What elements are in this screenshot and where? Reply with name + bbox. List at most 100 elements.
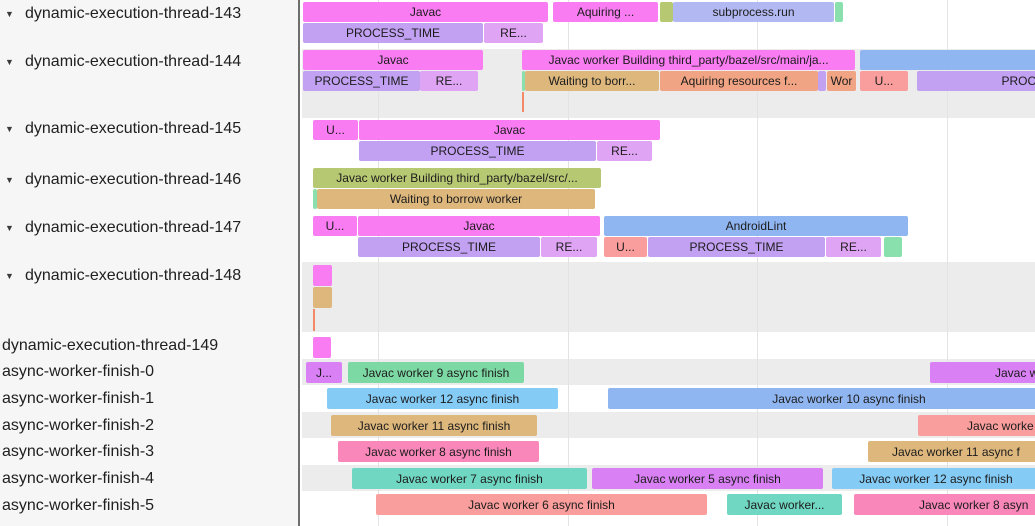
track-label: async-worker-finish-3 <box>2 443 155 460</box>
trace-slice-process-time[interactable]: PROCESS_TIME <box>358 237 540 257</box>
trace-slice-re[interactable]: RE... <box>541 237 597 257</box>
trace-slice-re[interactable]: RE... <box>597 141 652 161</box>
trace-slice-process-time[interactable]: PROCESS_TIME <box>648 237 825 257</box>
trace-slice[interactable] <box>313 189 317 209</box>
slice-label: Javac worker 9 async finish <box>362 365 510 380</box>
trace-slice[interactable] <box>818 71 826 91</box>
trace-slice-javac-worker-12-async-finish[interactable]: Javac worker 12 async finish <box>327 388 558 409</box>
track-label-row-async-worker-finish-2[interactable]: async-worker-finish-2 <box>0 415 298 437</box>
trace-slice-u[interactable]: U... <box>860 71 908 91</box>
trace-slice[interactable] <box>313 287 332 308</box>
slice-label: U... <box>326 123 345 137</box>
trace-slice-javac-worker-7-async-finish[interactable]: Javac worker 7 async finish <box>352 468 587 489</box>
slice-label: Javac worker 6 async finish <box>468 497 615 512</box>
track-label: dynamic-execution-thread-146 <box>25 171 242 188</box>
trace-slice-re[interactable]: RE... <box>420 71 478 91</box>
track-label: dynamic-execution-thread-148 <box>25 267 242 284</box>
track-label-row-async-worker-finish-5[interactable]: async-worker-finish-5 <box>0 495 298 517</box>
collapse-triangle-icon[interactable]: ▼ <box>5 124 14 134</box>
track-label: async-worker-finish-5 <box>2 497 155 514</box>
trace-slice-process-time[interactable]: PROCESS_TIME <box>917 71 1035 91</box>
trace-slice-javac-worker-10-async-finish[interactable]: Javac worker 10 async finish <box>608 388 1035 409</box>
trace-slice[interactable] <box>313 265 332 286</box>
track-label-row-async-worker-finish-4[interactable]: async-worker-finish-4 <box>0 468 298 490</box>
trace-slice-wor[interactable]: Wor <box>827 71 856 91</box>
track-label-row-dynamic-execution-thread-146[interactable]: ▼ dynamic-execution-thread-146 <box>0 169 298 191</box>
slice-label: Javac worker 7 async finish <box>396 471 543 486</box>
trace-slice-waiting-to-borr[interactable]: Waiting to borr... <box>525 71 659 91</box>
slice-label: PROCESS_TIME <box>1001 74 1035 88</box>
collapse-triangle-icon[interactable]: ▼ <box>5 9 14 19</box>
trace-slice[interactable] <box>835 2 843 22</box>
track-label-row-async-worker-finish-0[interactable]: async-worker-finish-0 <box>0 361 298 383</box>
track-label-row-dynamic-execution-thread-145[interactable]: ▼ dynamic-execution-thread-145 <box>0 118 298 140</box>
trace-slice-u[interactable]: U... <box>313 216 357 236</box>
trace-slice-androidlint[interactable]: AndroidLint <box>604 216 908 236</box>
time-gridline <box>757 0 758 526</box>
trace-slice-javac-worker-12-async-finish[interactable]: Javac worker 12 async finish <box>832 468 1035 489</box>
track-label-row-dynamic-execution-thread-149[interactable]: dynamic-execution-thread-149 <box>0 335 298 357</box>
trace-slice[interactable] <box>660 2 673 22</box>
trace-slice-javac-worker-building-third-party-bazel-src-main-ja[interactable]: Javac worker Building third_party/bazel/… <box>522 50 855 70</box>
trace-slice-re[interactable]: RE... <box>484 23 543 43</box>
trace-slice-javac-worker-9-async-finish[interactable]: Javac worker 9 async finish <box>348 362 524 383</box>
trace-slice-waiting-to-borrow-worker[interactable]: Waiting to borrow worker <box>317 189 595 209</box>
track-label: dynamic-execution-thread-144 <box>25 53 242 70</box>
slice-label: AndroidLint <box>725 219 787 233</box>
track-label: async-worker-finish-0 <box>2 363 155 380</box>
trace-slice-androidlint[interactable]: AndroidLint <box>860 50 1035 70</box>
instant-event-marker[interactable] <box>313 309 315 331</box>
trace-slice-aquiring[interactable]: Aquiring ... <box>553 2 658 22</box>
trace-slice-javac-w[interactable]: Javac w <box>930 362 1035 383</box>
collapse-triangle-icon[interactable]: ▼ <box>5 57 14 67</box>
trace-slice-process-time[interactable]: PROCESS_TIME <box>303 23 483 43</box>
trace-slice-process-time[interactable]: PROCESS_TIME <box>359 141 596 161</box>
trace-slice-j[interactable]: J... <box>306 362 342 383</box>
slice-label: RE... <box>500 26 527 40</box>
track-label: async-worker-finish-1 <box>2 390 155 407</box>
trace-slice-subprocess-run[interactable]: subprocess.run <box>673 2 834 22</box>
track-label-row-async-worker-finish-1[interactable]: async-worker-finish-1 <box>0 388 298 410</box>
trace-slice-javac-worker[interactable]: Javac worker... <box>727 494 842 515</box>
track-label-row-dynamic-execution-thread-147[interactable]: ▼ dynamic-execution-thread-147 <box>0 217 298 239</box>
track-label-row-dynamic-execution-thread-144[interactable]: ▼ dynamic-execution-thread-144 <box>0 51 298 73</box>
slice-label: U... <box>616 240 635 254</box>
trace-slice-javac-worker-6-async-finish[interactable]: Javac worker 6 async finish <box>376 494 707 515</box>
slice-label: Waiting to borrow worker <box>389 192 523 206</box>
trace-slice-javac-worke[interactable]: Javac worke <box>918 415 1035 436</box>
trace-slice-javac[interactable]: Javac <box>303 50 483 70</box>
trace-slice-aquiring-resources-f[interactable]: Aquiring resources f... <box>660 71 818 91</box>
trace-slice[interactable] <box>522 71 525 91</box>
trace-slice-javac[interactable]: Javac <box>359 120 660 140</box>
trace-slice-javac-worker-5-async-finish[interactable]: Javac worker 5 async finish <box>592 468 823 489</box>
slice-label: subprocess.run <box>712 5 795 19</box>
trace-slice-process-time[interactable]: PROCESS_TIME <box>303 71 420 91</box>
collapse-triangle-icon[interactable]: ▼ <box>5 175 14 185</box>
trace-slice-javac[interactable]: Javac <box>303 2 548 22</box>
trace-slice-re[interactable]: RE... <box>826 237 881 257</box>
trace-slice[interactable] <box>884 237 902 257</box>
collapse-triangle-icon[interactable]: ▼ <box>5 271 14 281</box>
slice-label: PROCESS_TIME <box>345 26 441 40</box>
trace-slice-u[interactable]: U... <box>604 237 647 257</box>
track-label-row-async-worker-finish-3[interactable]: async-worker-finish-3 <box>0 441 298 463</box>
slice-label: Javac worker 8 async finish <box>365 444 512 459</box>
trace-slice-javac-worker-building-third-party-bazel-src[interactable]: Javac worker Building third_party/bazel/… <box>313 168 601 188</box>
trace-slice-javac[interactable]: Javac <box>358 216 600 236</box>
trace-slice[interactable] <box>313 337 331 358</box>
slice-label: Javac worker 8 asyn <box>919 497 1029 512</box>
track-label-row-dynamic-execution-thread-148[interactable]: ▼ dynamic-execution-thread-148 <box>0 265 298 287</box>
trace-slice-javac-worker-8-async-finish[interactable]: Javac worker 8 async finish <box>338 441 539 462</box>
slice-label: PROCESS_TIME <box>689 240 784 254</box>
slice-label: J... <box>315 365 332 380</box>
track-label-row-dynamic-execution-thread-143[interactable]: ▼ dynamic-execution-thread-143 <box>0 3 298 25</box>
trace-slice-javac-worker-11-async-f[interactable]: Javac worker 11 async f <box>868 441 1035 462</box>
time-gridline <box>568 0 569 526</box>
instant-event-marker[interactable] <box>522 92 524 112</box>
trace-slice-javac-worker-11-async-finish[interactable]: Javac worker 11 async finish <box>331 415 537 436</box>
timeline-canvas[interactable]: Javac Aquiring ... subprocess.run PROCESS_T… <box>302 0 1035 526</box>
trace-slice-javac-worker-8-asyn[interactable]: Javac worker 8 asyn <box>854 494 1035 515</box>
slice-label: Aquiring resources f... <box>680 74 798 88</box>
collapse-triangle-icon[interactable]: ▼ <box>5 223 14 233</box>
trace-slice-u[interactable]: U... <box>313 120 358 140</box>
